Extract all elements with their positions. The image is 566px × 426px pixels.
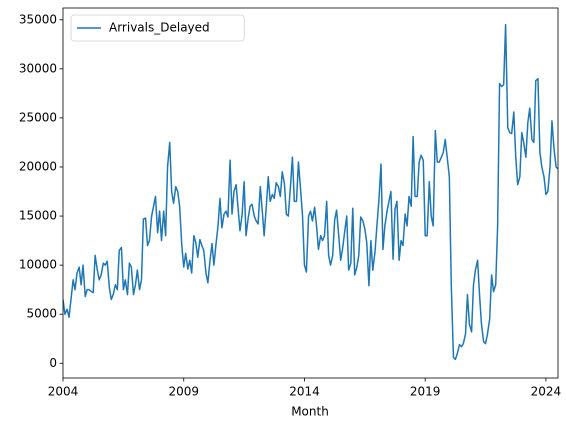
legend-label: Arrivals_Delayed xyxy=(109,21,210,35)
y-tick-label: 10000 xyxy=(19,258,57,272)
data-line xyxy=(63,23,558,361)
y-tick-label: 30000 xyxy=(19,61,57,75)
y-tick-label: 5000 xyxy=(26,307,57,321)
x-tick-label: 2024 xyxy=(531,385,562,399)
legend-box xyxy=(70,14,245,42)
y-tick-label: 25000 xyxy=(19,110,57,124)
x-tick-label: 2014 xyxy=(289,385,320,399)
y-tick-label: 20000 xyxy=(19,159,57,173)
x-tick-label: 2004 xyxy=(48,385,79,399)
x-tick-label: 2009 xyxy=(168,385,199,399)
y-tick-label: 35000 xyxy=(19,12,57,26)
y-tick-label: 0 xyxy=(49,356,57,370)
x-tick-label: 2019 xyxy=(410,385,441,399)
y-tick-label: 15000 xyxy=(19,209,57,223)
plot-frame xyxy=(62,7,559,379)
x-axis-label: Month xyxy=(291,405,329,419)
